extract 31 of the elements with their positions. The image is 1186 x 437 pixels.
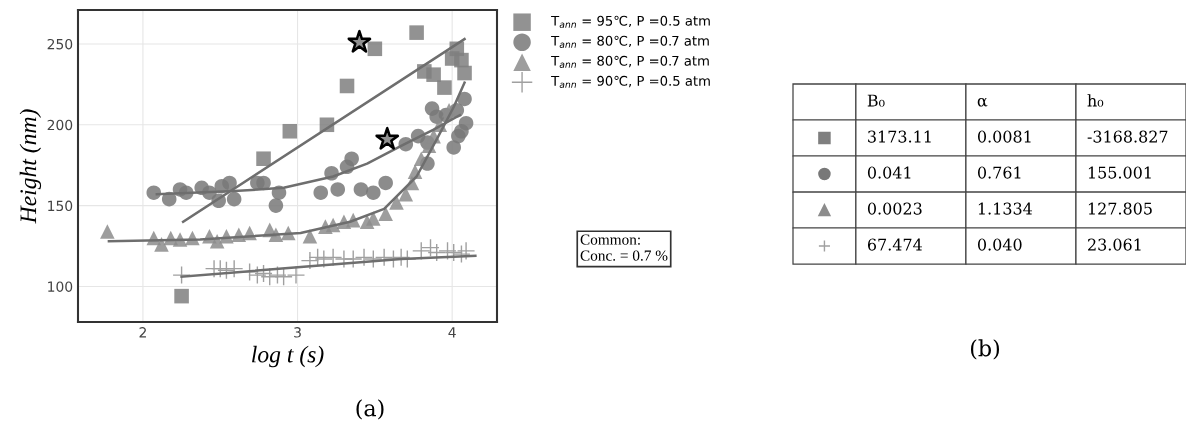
legend-label: T$_{ann}$ = 95℃, P =0.5 atm bbox=[551, 15, 710, 28]
x-tick-label: 2 bbox=[139, 327, 146, 338]
text: 3173.11 bbox=[868, 130, 931, 143]
category-label: α bbox=[977, 97, 988, 107]
text: (a) bbox=[356, 399, 384, 420]
category-label: h₀ bbox=[1087, 94, 1104, 107]
y-tick-label: 250 bbox=[47, 38, 73, 50]
text: 0.0081 bbox=[977, 130, 1031, 143]
y-axis-title: Height (nm) bbox=[19, 109, 42, 224]
x-tick-label: 3 bbox=[294, 327, 301, 338]
y-tick-label: 100 bbox=[48, 281, 73, 292]
text: (b) bbox=[970, 339, 1000, 360]
text: 67.474 bbox=[867, 238, 922, 251]
text: 127.805 bbox=[1088, 202, 1152, 215]
y-tick-label: 200 bbox=[47, 119, 73, 131]
x-tick-label: 4 bbox=[448, 327, 456, 338]
x-axis-title: log t (s) bbox=[252, 345, 324, 368]
legend-label: T$_{ann}$ = 80℃, P =0.7 atm bbox=[551, 35, 709, 48]
category-label: B₀ bbox=[867, 94, 885, 107]
text: 0.040 bbox=[977, 238, 1022, 251]
legend-label: T$_{ann}$ = 90℃, P =0.5 atm bbox=[551, 75, 710, 88]
text: 155.001 bbox=[1088, 166, 1151, 179]
text: 1.1334 bbox=[978, 202, 1033, 215]
text: Common: Conc. = 0.7 % bbox=[580, 234, 668, 261]
text: 23.061 bbox=[1088, 238, 1141, 251]
text: 0.0023 bbox=[867, 202, 922, 215]
text: 0.761 bbox=[977, 166, 1021, 179]
text: 0.041 bbox=[867, 166, 911, 179]
text: -3168.827 bbox=[1087, 130, 1168, 143]
y-tick-label: 150 bbox=[48, 200, 73, 212]
legend-label: T$_{ann}$ = 80℃, P =0.7 atm bbox=[551, 55, 709, 68]
